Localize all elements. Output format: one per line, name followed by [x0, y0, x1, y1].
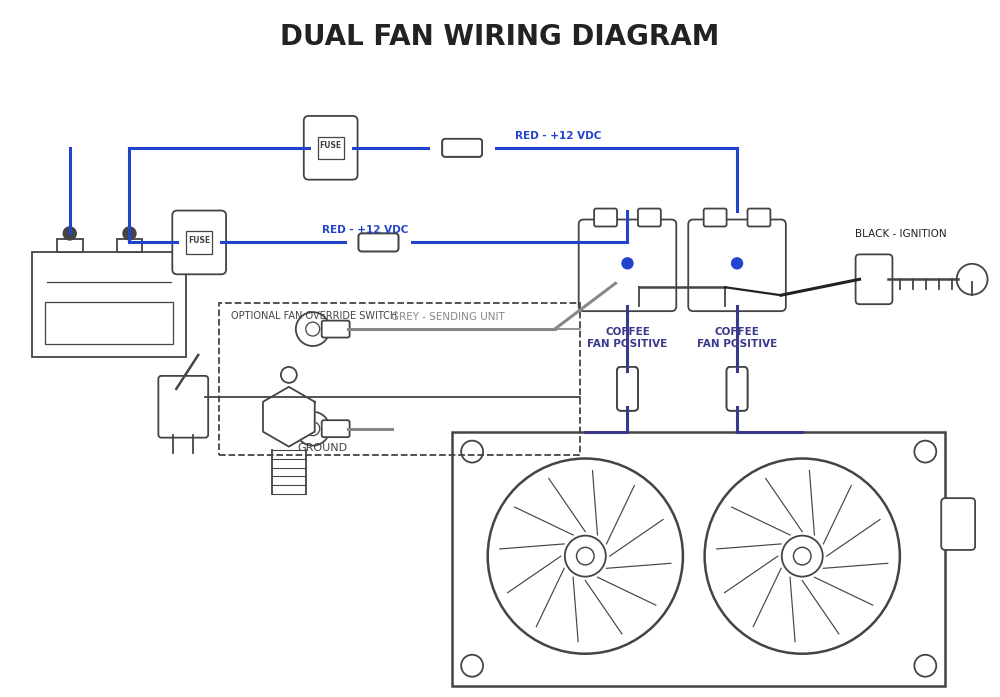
Text: GROUND: GROUND	[298, 443, 348, 452]
FancyBboxPatch shape	[304, 116, 358, 180]
FancyBboxPatch shape	[186, 231, 212, 254]
FancyBboxPatch shape	[158, 376, 208, 438]
FancyBboxPatch shape	[452, 431, 945, 686]
FancyBboxPatch shape	[318, 137, 344, 159]
Text: FUSE: FUSE	[320, 141, 342, 151]
Circle shape	[622, 258, 633, 269]
Polygon shape	[263, 387, 315, 447]
Text: RED - +12 VDC: RED - +12 VDC	[515, 131, 601, 141]
Text: DUAL FAN WIRING DIAGRAM: DUAL FAN WIRING DIAGRAM	[280, 23, 720, 52]
FancyBboxPatch shape	[617, 367, 638, 411]
FancyBboxPatch shape	[704, 208, 727, 227]
Circle shape	[914, 654, 936, 677]
Circle shape	[306, 322, 320, 336]
FancyBboxPatch shape	[727, 367, 748, 411]
Circle shape	[577, 547, 594, 565]
Circle shape	[461, 441, 483, 463]
FancyBboxPatch shape	[359, 233, 398, 252]
Circle shape	[296, 312, 330, 346]
Circle shape	[732, 258, 743, 269]
FancyBboxPatch shape	[856, 254, 892, 304]
Circle shape	[705, 459, 900, 654]
FancyBboxPatch shape	[748, 208, 770, 227]
Text: RED - +12 VDC: RED - +12 VDC	[322, 225, 409, 236]
FancyBboxPatch shape	[57, 240, 83, 252]
FancyBboxPatch shape	[322, 420, 350, 437]
Circle shape	[306, 422, 320, 436]
Circle shape	[782, 535, 823, 576]
FancyBboxPatch shape	[442, 139, 482, 157]
Text: FUSE: FUSE	[188, 236, 210, 245]
FancyBboxPatch shape	[359, 233, 398, 252]
Circle shape	[123, 227, 136, 240]
FancyBboxPatch shape	[688, 220, 786, 311]
Text: OPTIONAL FAN OVERRIDE SWITCH: OPTIONAL FAN OVERRIDE SWITCH	[231, 311, 397, 321]
FancyBboxPatch shape	[117, 240, 142, 252]
FancyBboxPatch shape	[727, 367, 748, 411]
Circle shape	[565, 535, 606, 576]
Text: BLACK - IGNITION: BLACK - IGNITION	[855, 229, 946, 240]
Circle shape	[296, 412, 330, 445]
Circle shape	[793, 547, 811, 565]
FancyBboxPatch shape	[579, 220, 676, 311]
Circle shape	[63, 227, 76, 240]
FancyBboxPatch shape	[617, 367, 638, 411]
FancyBboxPatch shape	[594, 208, 617, 227]
FancyBboxPatch shape	[172, 210, 226, 275]
Circle shape	[914, 441, 936, 463]
FancyBboxPatch shape	[442, 139, 482, 157]
FancyBboxPatch shape	[322, 321, 350, 337]
FancyBboxPatch shape	[638, 208, 661, 227]
Text: COFFEE
FAN POSITIVE: COFFEE FAN POSITIVE	[697, 327, 777, 348]
Text: GREY - SENDING UNIT: GREY - SENDING UNIT	[391, 312, 505, 322]
FancyBboxPatch shape	[32, 252, 186, 357]
Circle shape	[488, 459, 683, 654]
Circle shape	[281, 367, 297, 383]
Text: COFFEE
FAN POSITIVE: COFFEE FAN POSITIVE	[587, 327, 668, 348]
Circle shape	[461, 654, 483, 677]
FancyBboxPatch shape	[941, 498, 975, 550]
Circle shape	[957, 264, 988, 295]
FancyBboxPatch shape	[45, 302, 173, 344]
